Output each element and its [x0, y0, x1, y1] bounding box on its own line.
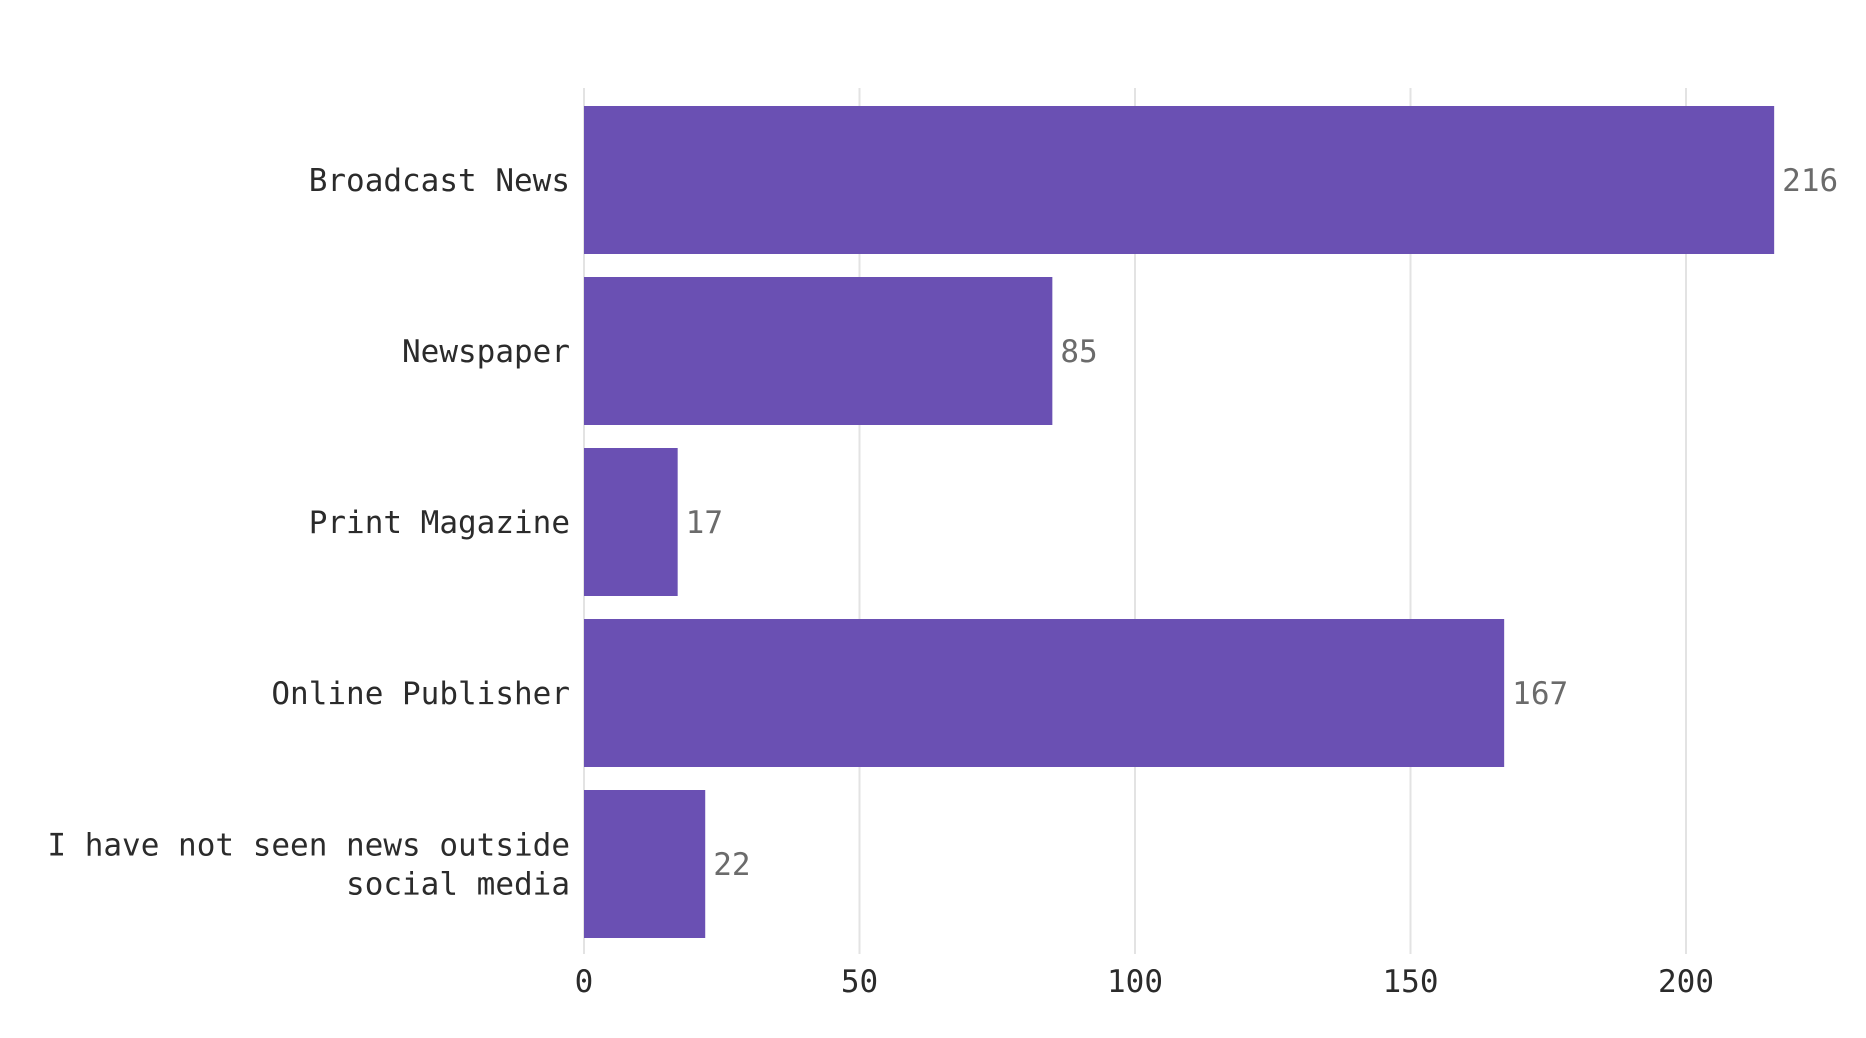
- category-label-line: I have not seen news outside: [47, 828, 570, 864]
- bar: [584, 448, 678, 596]
- value-label: 85: [1060, 334, 1097, 370]
- bar: [584, 106, 1775, 254]
- category-label-line: Print Magazine: [309, 505, 570, 541]
- value-labels: 216 85 17 167 22: [686, 163, 1838, 883]
- value-label: 167: [1512, 676, 1568, 712]
- value-label: 22: [713, 847, 750, 883]
- category-label-line: Newspaper: [402, 334, 570, 370]
- bars: [584, 106, 1775, 938]
- category-labels: Broadcast News Newspaper Print Magazine Onl…: [47, 163, 570, 903]
- x-axis-ticks: 0 50 100 150 200: [575, 964, 1714, 1000]
- category-label: I have not seen news outside social media: [47, 828, 570, 903]
- category-label: Online Publisher: [271, 676, 570, 712]
- bar: [584, 790, 706, 938]
- x-tick-label: 150: [1383, 964, 1439, 1000]
- value-label: 17: [686, 505, 723, 541]
- category-label: Broadcast News: [309, 163, 570, 199]
- category-label: Print Magazine: [309, 505, 570, 541]
- x-tick-label: 50: [841, 964, 878, 1000]
- x-tick-label: 0: [575, 964, 594, 1000]
- x-tick-label: 100: [1107, 964, 1163, 1000]
- bar: [584, 619, 1505, 767]
- category-label-line: social media: [346, 867, 570, 903]
- category-label-line: Broadcast News: [309, 163, 570, 199]
- category-label-line: Online Publisher: [271, 676, 570, 712]
- value-label: 216: [1782, 163, 1838, 199]
- category-label: Newspaper: [402, 334, 570, 370]
- bar: [584, 277, 1053, 425]
- x-tick-label: 200: [1658, 964, 1714, 1000]
